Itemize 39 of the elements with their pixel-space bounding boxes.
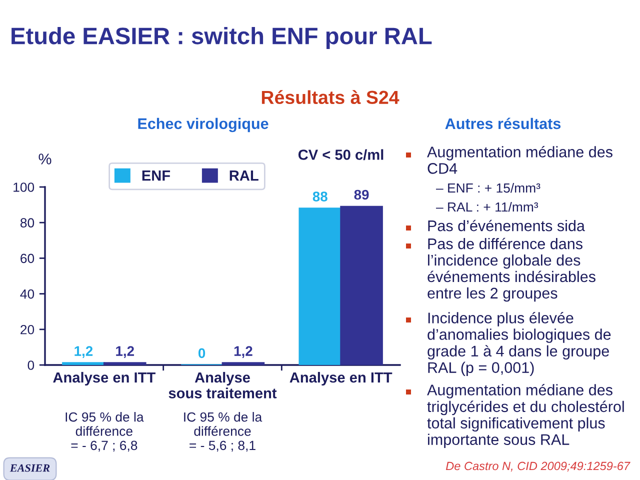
data-label: 1,2 [74,346,93,358]
legend-label: RAL [230,170,258,181]
y-tick-label: 40 [20,289,34,299]
text: Pas de différence dans l’incidence globale des événements indésirables entre les 2 groupes [428,238,596,302]
chart-title: Etude EASIER : switch ENF pour RAL [12,26,432,50]
y-tick-label: 80 [20,218,34,228]
bar [222,362,265,365]
bar [62,362,105,365]
y-tick-label: 100 [14,182,34,192]
text: Autres résultats [445,118,561,130]
text: De Castro N, CID 2009;49:1259-67 [446,462,630,472]
chart-subtitle: Résultats à S24 [262,90,400,104]
text: Augmentation médiane des triglycérides et du cholestérol total significativement plus importante sous RAL [427,384,624,448]
y-tick-label: 60 [20,254,34,264]
text: Pas d’événements sida [428,220,585,232]
y-tick-label: 20 [20,324,34,334]
data-label: 88 [312,192,328,202]
text: IC 95 % de la différence = - 6,7 ; 6,8 [66,412,144,452]
text: Echec virologique [138,118,268,132]
data-label: 1,2 [234,346,252,358]
y-axis-title: % [38,154,52,164]
x-tick-label: Analyse en ITT [53,372,156,386]
bar [298,208,342,365]
text: – RAL : + 11/mm³ [436,202,538,212]
text: Incidence plus élevée d’anomalies biologiques de grade 1 à 4 dans le groupe RAL (p = 0,001) [428,312,611,376]
bar [103,362,146,365]
text: CV < 50 c/ml [298,149,384,160]
data-label: 0 [198,348,206,358]
bar [340,206,383,365]
x-tick-label: Analyse sous traitement [168,372,277,398]
text: Augmentation médiane des CD4 [427,146,612,174]
data-label: 1,2 [116,346,134,358]
data-label: 89 [354,190,369,200]
legend-label: ENF [142,170,170,181]
text: – ENF : + 15/mm³ [436,183,540,193]
y-tick-label: 0 [28,360,34,370]
text: EASIER [10,464,50,472]
x-tick-label: Analyse en ITT [290,372,392,386]
text: IC 95 % de la différence = - 5,6 ; 8,1 [184,412,262,452]
